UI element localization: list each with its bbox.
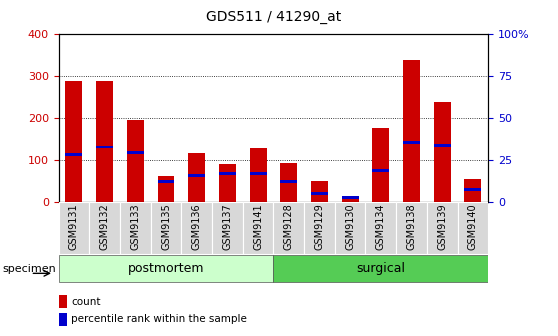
Bar — [96, 81, 113, 202]
Bar — [403, 60, 420, 202]
Bar — [434, 144, 451, 147]
Text: GSM9128: GSM9128 — [284, 203, 294, 250]
Bar — [181, 202, 212, 254]
Bar — [127, 120, 144, 202]
Bar — [273, 255, 488, 282]
Text: GSM9132: GSM9132 — [100, 203, 109, 250]
Bar — [464, 188, 482, 191]
Text: postmortem: postmortem — [128, 262, 204, 275]
Text: count: count — [71, 297, 101, 307]
Text: GSM9138: GSM9138 — [407, 203, 416, 250]
Text: surgical: surgical — [357, 262, 405, 275]
Bar — [249, 148, 267, 202]
Bar — [365, 202, 396, 254]
Text: GSM9131: GSM9131 — [69, 203, 79, 250]
Bar — [396, 202, 427, 254]
Bar — [464, 178, 482, 202]
Bar — [65, 81, 83, 202]
Text: percentile rank within the sample: percentile rank within the sample — [71, 314, 247, 324]
Bar — [434, 101, 451, 202]
Bar — [273, 202, 304, 254]
Text: GDS511 / 41290_at: GDS511 / 41290_at — [206, 10, 341, 24]
Bar — [188, 174, 205, 177]
Text: GSM9140: GSM9140 — [468, 203, 478, 250]
Bar — [219, 172, 236, 175]
Text: specimen: specimen — [3, 264, 56, 274]
Bar — [403, 141, 420, 144]
Bar — [157, 180, 175, 183]
Bar — [243, 202, 273, 254]
Text: GSM9133: GSM9133 — [131, 203, 140, 250]
Bar — [89, 202, 120, 254]
Bar — [127, 151, 144, 154]
Bar — [59, 255, 273, 282]
Bar — [341, 196, 359, 202]
Text: GSM9141: GSM9141 — [253, 203, 263, 250]
Bar — [59, 295, 67, 308]
Bar — [59, 312, 67, 326]
Text: GSM9130: GSM9130 — [345, 203, 355, 250]
Bar — [212, 202, 243, 254]
Bar — [335, 202, 365, 254]
Text: GSM9134: GSM9134 — [376, 203, 386, 250]
Bar — [249, 172, 267, 174]
Text: GSM9136: GSM9136 — [192, 203, 201, 250]
Bar — [280, 180, 297, 183]
Text: GSM9135: GSM9135 — [161, 203, 171, 250]
Bar — [188, 153, 205, 202]
Bar — [341, 196, 359, 199]
Text: GSM9129: GSM9129 — [315, 203, 324, 250]
Text: GSM9139: GSM9139 — [437, 203, 447, 250]
Bar — [458, 202, 488, 254]
Bar — [304, 202, 335, 254]
Bar — [65, 153, 83, 156]
Bar — [96, 145, 113, 149]
Bar — [59, 202, 89, 254]
Bar — [311, 192, 328, 195]
Bar — [372, 128, 389, 202]
Bar — [157, 175, 175, 202]
Text: GSM9137: GSM9137 — [223, 203, 232, 250]
Bar — [280, 163, 297, 202]
Bar — [219, 164, 236, 202]
Bar — [120, 202, 151, 254]
Bar — [311, 181, 328, 202]
Bar — [151, 202, 181, 254]
Bar — [427, 202, 458, 254]
Bar — [372, 169, 389, 172]
